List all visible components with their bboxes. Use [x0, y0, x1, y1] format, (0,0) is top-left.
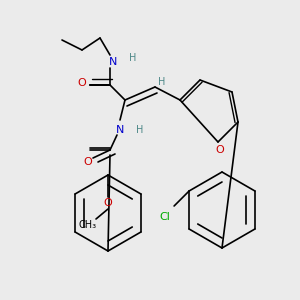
Text: H: H	[158, 77, 166, 87]
Text: Cl: Cl	[160, 212, 170, 222]
Text: O: O	[84, 157, 92, 167]
Text: H: H	[136, 125, 144, 135]
Text: N: N	[116, 125, 124, 135]
Text: O: O	[103, 198, 112, 208]
Text: H: H	[129, 53, 137, 63]
Text: N: N	[109, 57, 117, 67]
Text: CH₃: CH₃	[79, 220, 97, 230]
Text: O: O	[78, 78, 86, 88]
Text: O: O	[216, 145, 224, 155]
